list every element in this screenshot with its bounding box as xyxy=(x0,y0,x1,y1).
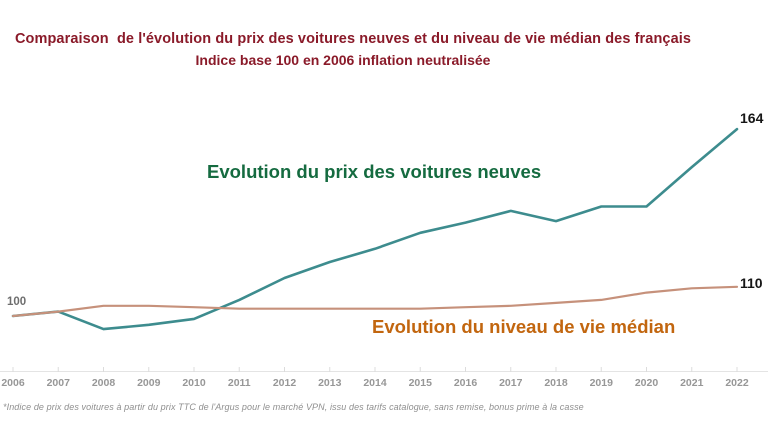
chart-title: Comparaison de l'évolution du prix des v… xyxy=(14,31,692,47)
end-value-voitures-neuves: 164 xyxy=(740,110,764,126)
x-tick-label: 2020 xyxy=(634,377,659,389)
x-tick-label: 2013 xyxy=(318,377,342,389)
x-tick-label: 2011 xyxy=(227,377,251,389)
x-tick-label: 2015 xyxy=(408,377,432,389)
x-tick-label: 2008 xyxy=(91,377,116,389)
footnote: *Indice de prix des voitures à partir du… xyxy=(3,402,584,412)
voitures-neuves-line xyxy=(11,127,739,331)
end-value-niveau-de-vie: 110 xyxy=(740,275,763,291)
baseline-value-label: 100 xyxy=(7,296,27,308)
x-tick-label: 2012 xyxy=(272,377,297,389)
chart-subtitle: Indice base 100 en 2006 inflation neutra… xyxy=(195,52,491,68)
x-tick-label: 2010 xyxy=(182,377,206,389)
x-tick-label: 2007 xyxy=(46,377,70,389)
series-label-niveau-de-vie: Evolution du niveau de vie médian xyxy=(372,316,676,337)
niveau-de-vie-line xyxy=(11,285,739,318)
series-label-voitures-neuves: Evolution du prix des voitures neuves xyxy=(207,161,542,182)
x-tick-label: 2019 xyxy=(589,377,613,389)
x-tick-label: 2014 xyxy=(363,377,387,389)
x-tick-label: 2009 xyxy=(137,377,161,389)
x-tick-label: 2021 xyxy=(680,377,704,389)
x-tick-label: 2017 xyxy=(499,377,523,389)
x-tick-label: 2022 xyxy=(725,377,749,389)
x-tick-label: 2016 xyxy=(453,377,478,389)
x-tick-label: 2018 xyxy=(544,377,568,389)
x-tick-label: 2006 xyxy=(1,377,25,389)
